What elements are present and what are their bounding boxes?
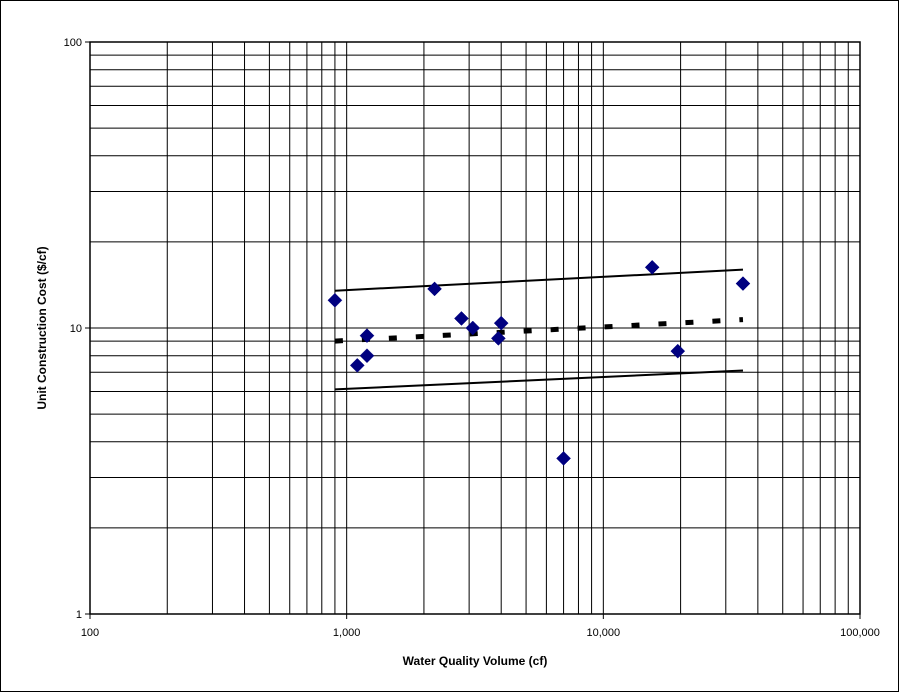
data-point — [427, 281, 442, 297]
x-tick-label: 100 — [81, 627, 99, 639]
data-point — [493, 315, 509, 331]
data-point — [359, 328, 375, 344]
fit-lines — [334, 268, 744, 391]
y-tick-label: 1 — [76, 609, 82, 621]
data-points — [327, 259, 751, 466]
data-point — [454, 311, 469, 326]
data-point — [735, 276, 751, 291]
y-axis-title: Unit Construction Cost ($/cf) — [35, 246, 49, 409]
data-point — [327, 292, 343, 308]
data-point — [491, 331, 506, 346]
x-tick-label: 10,000 — [587, 627, 621, 639]
data-point — [359, 348, 375, 364]
x-axis-title: Water Quality Volume (cf) — [403, 654, 548, 668]
y-tick-label: 100 — [64, 37, 82, 49]
data-point — [349, 358, 365, 373]
grid — [90, 42, 860, 614]
data-point — [670, 343, 686, 359]
axes: 100 1,000 10,000 100,000 1 10 100 — [64, 37, 880, 639]
x-tick-label: 100,000 — [840, 627, 880, 639]
solid-bound-line — [334, 268, 744, 292]
x-tick-label: 1,000 — [333, 627, 361, 639]
data-point — [465, 320, 481, 336]
data-point — [644, 259, 660, 275]
solid-bound-line — [334, 369, 744, 391]
y-tick-label: 10 — [70, 323, 82, 335]
data-point — [556, 451, 571, 466]
